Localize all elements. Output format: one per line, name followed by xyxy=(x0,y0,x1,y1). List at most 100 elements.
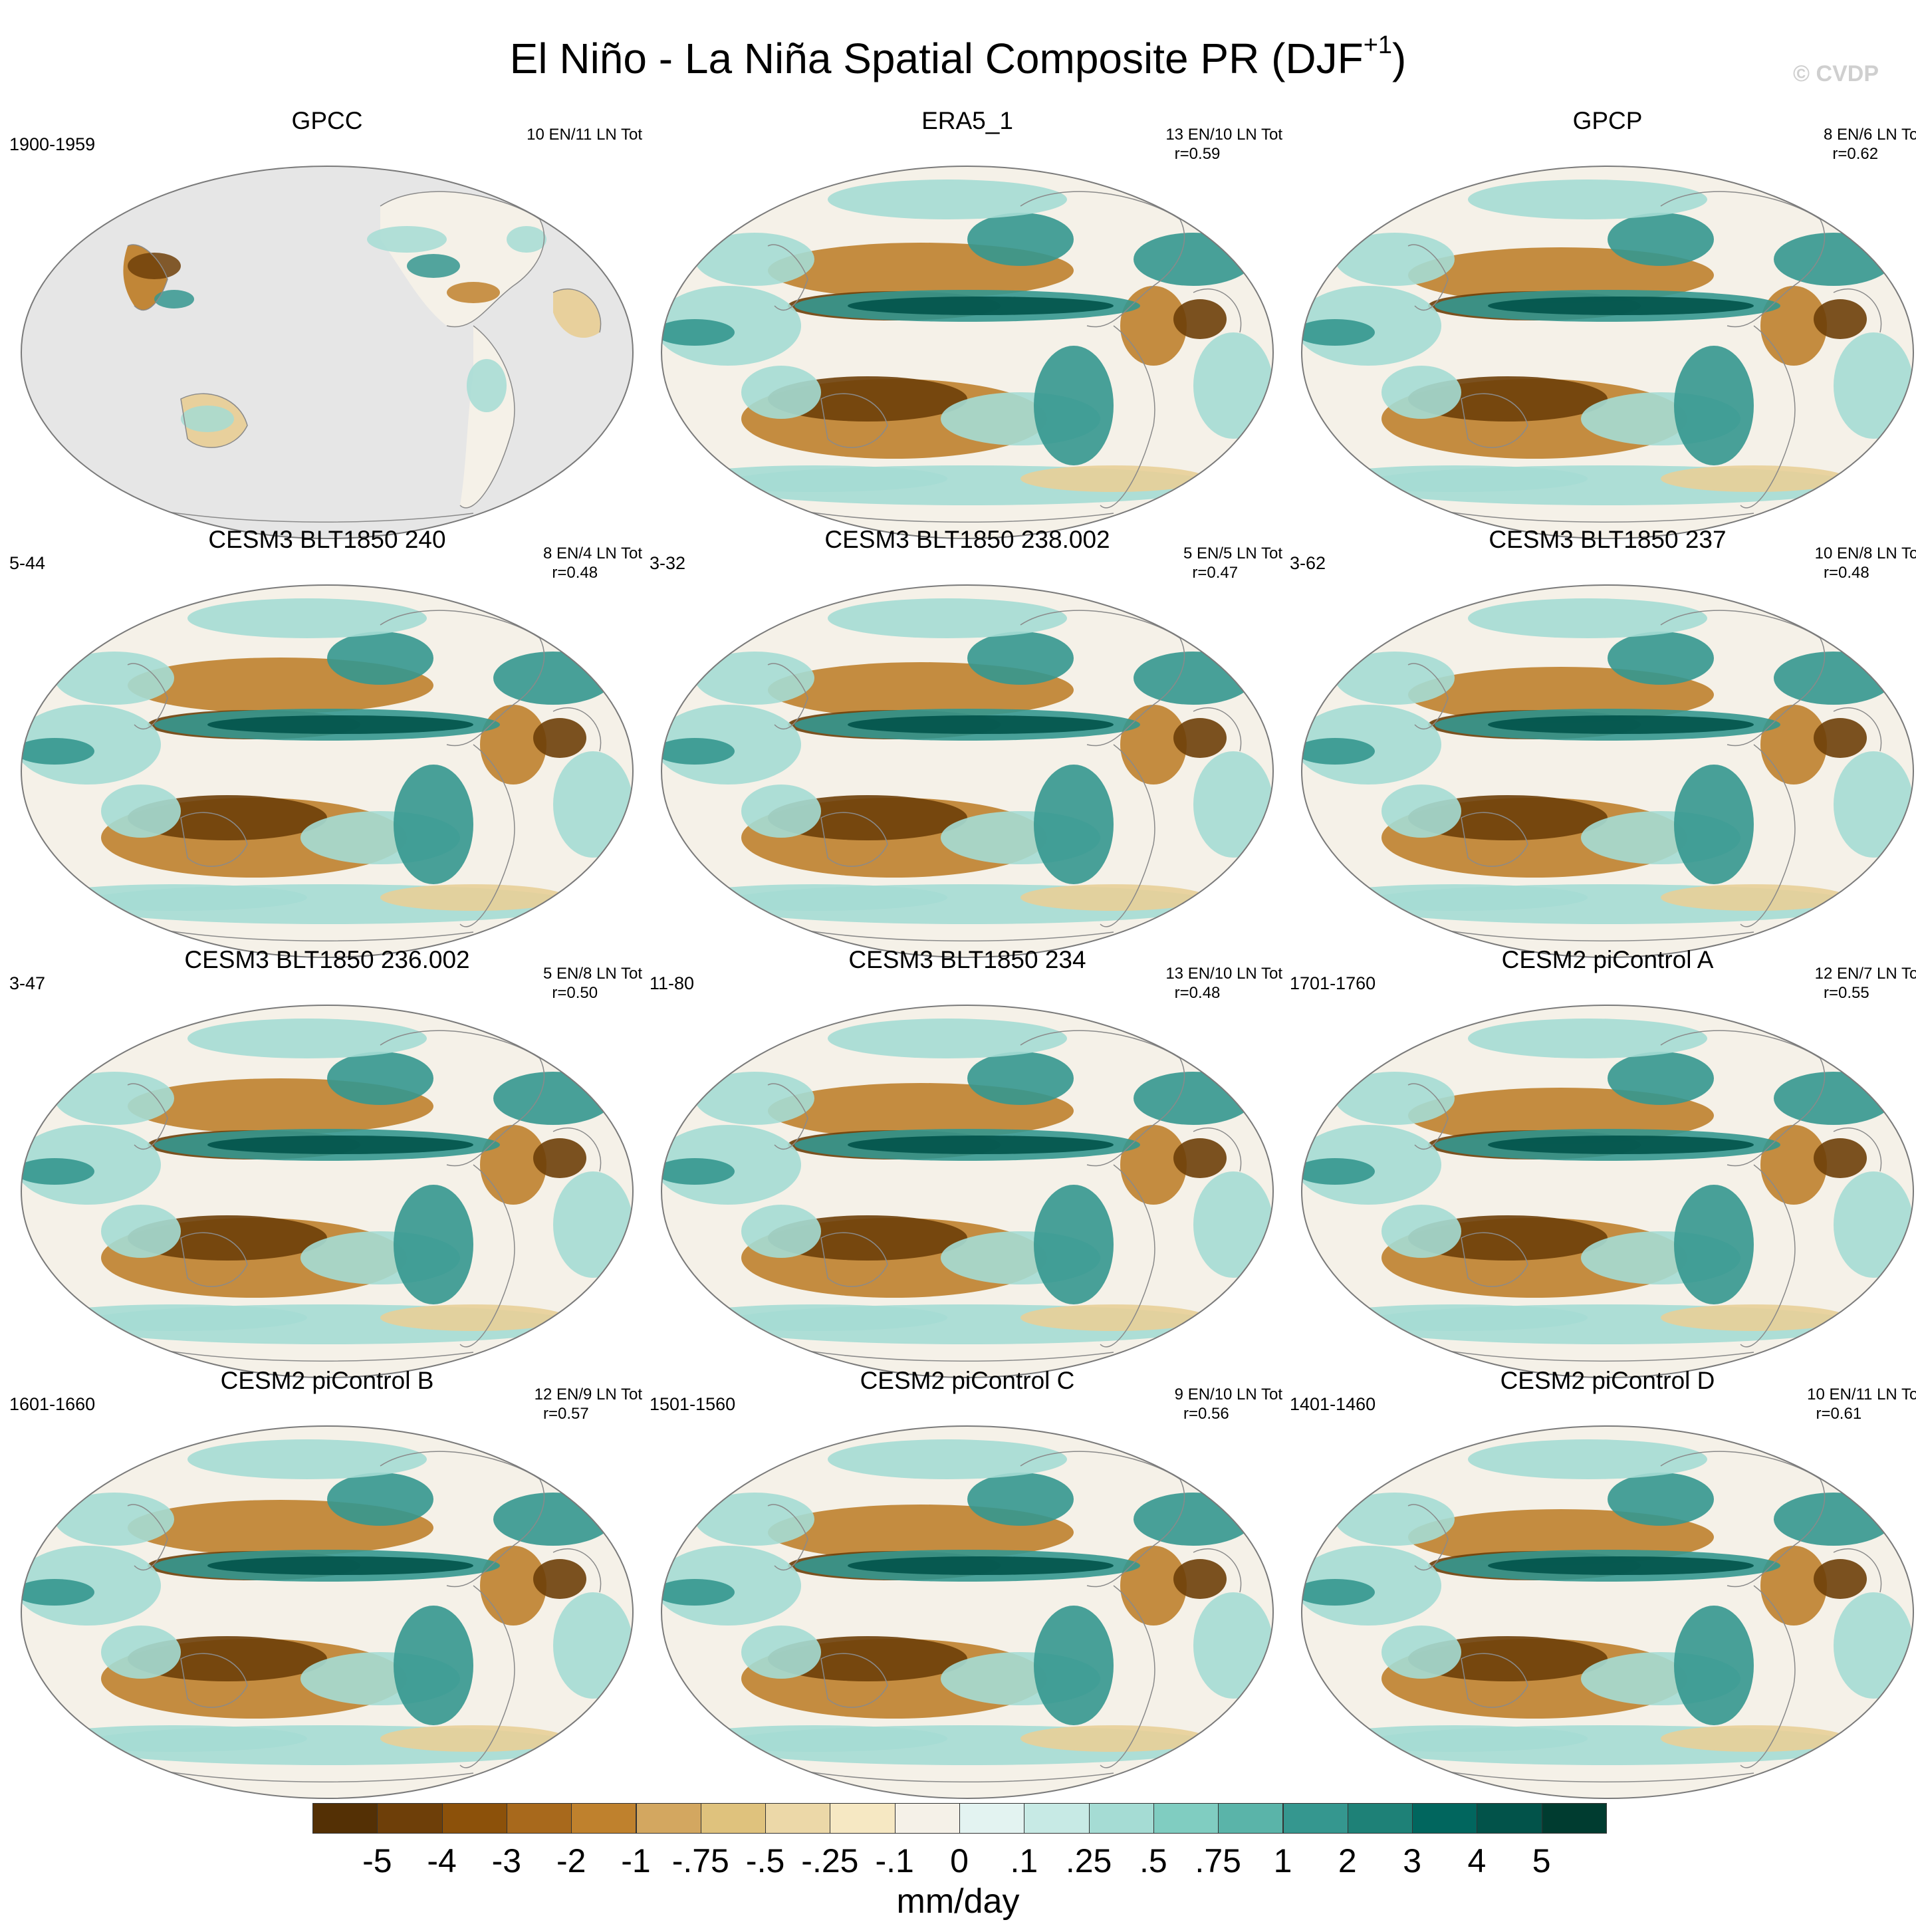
anomaly-patch xyxy=(1034,346,1114,465)
anomaly-patch xyxy=(1335,233,1455,286)
anomaly-patch xyxy=(1814,718,1867,758)
anomaly-patch xyxy=(1173,1138,1227,1178)
anomaly-patch xyxy=(394,765,473,884)
panel-period: 11-80 xyxy=(650,973,695,993)
anomaly-patch xyxy=(1381,1205,1461,1258)
anomaly-patch xyxy=(681,465,947,492)
anomaly-patch xyxy=(1381,366,1461,419)
anomaly-patch xyxy=(380,1725,566,1752)
anomaly-patch xyxy=(101,785,181,838)
anomaly-patch xyxy=(828,598,1067,638)
anomaly-patch xyxy=(207,1556,473,1575)
coastline xyxy=(820,812,888,867)
anomaly-patch xyxy=(1661,465,1847,492)
anomaly-patch xyxy=(1335,652,1455,705)
anomaly-patch xyxy=(1193,751,1273,858)
anomaly-patch xyxy=(1468,180,1707,219)
panel-stats: 5 EN/5 LN Tot r=0.47 xyxy=(1183,544,1282,582)
land-region xyxy=(380,191,544,327)
coastline xyxy=(180,393,248,448)
panel-period: 3-62 xyxy=(1290,553,1326,573)
anomaly-patch xyxy=(1193,1592,1273,1699)
anomaly-patch xyxy=(661,738,735,765)
coastline xyxy=(807,930,1114,941)
coastline xyxy=(1407,244,1449,311)
coastline xyxy=(1447,1771,1754,1782)
anomaly-patch xyxy=(55,1493,174,1546)
anomaly-patch xyxy=(695,1072,814,1125)
anomaly-patch xyxy=(695,652,814,705)
map-field xyxy=(1302,1005,1913,1378)
anomaly-patch xyxy=(967,1473,1074,1526)
anomaly-patch xyxy=(1674,346,1754,465)
anomaly-patch xyxy=(1020,465,1207,492)
anomaly-patch xyxy=(1608,632,1714,685)
anomaly-patch xyxy=(741,785,821,838)
coastline xyxy=(380,610,545,747)
map-field xyxy=(21,166,633,539)
coastline xyxy=(167,1771,474,1782)
anomaly-patch xyxy=(848,715,1114,734)
coastline xyxy=(807,1350,1114,1362)
coastline xyxy=(127,663,168,730)
land-region xyxy=(553,289,601,338)
anomaly-patch xyxy=(1774,1072,1893,1125)
anomaly-patch xyxy=(21,738,94,765)
coastline xyxy=(459,1164,515,1348)
coastline xyxy=(767,1504,808,1571)
map-figure xyxy=(1301,584,1914,958)
anomaly-patch xyxy=(1674,1185,1754,1304)
anomaly-patch xyxy=(101,1626,181,1679)
coastline xyxy=(180,812,248,867)
map-field xyxy=(21,1426,633,1798)
map-outline xyxy=(1301,1005,1914,1378)
anomaly-patch xyxy=(533,1559,586,1599)
anomaly-patch xyxy=(1834,1592,1913,1699)
map-outline xyxy=(661,1005,1274,1378)
anomaly-patch xyxy=(1302,738,1375,765)
coastline xyxy=(459,325,515,509)
coastline xyxy=(820,393,888,448)
coastline xyxy=(380,1030,545,1167)
anomaly-patch xyxy=(1322,1304,1588,1331)
panel-title: CESM2 piControl D xyxy=(1500,1367,1715,1394)
colorbar-cell xyxy=(765,1803,831,1834)
map-panel: CESM3 BLT1850 238.002 3-32 5 EN/5 LN Tot r… xyxy=(648,525,1286,958)
anomaly-patch xyxy=(1774,1493,1893,1546)
coastline xyxy=(167,511,474,523)
panel-title: GPCC xyxy=(291,107,363,134)
anomaly-patch xyxy=(741,1205,821,1258)
anomaly-patch xyxy=(367,226,447,253)
colorbar-cell xyxy=(312,1803,378,1834)
coastline xyxy=(767,663,808,730)
colorbar-tick: 5 xyxy=(1532,1842,1551,1879)
coastline xyxy=(1407,1083,1449,1150)
anomaly-patch xyxy=(187,1439,427,1479)
coastline xyxy=(1020,1030,1185,1167)
coastline xyxy=(552,1548,602,1593)
map-figure xyxy=(1301,1005,1914,1378)
map-panel: CESM2 piControl D 1401-1460 10 EN/11 LN To… xyxy=(1288,1366,1916,1799)
anomaly-patch xyxy=(967,1052,1074,1105)
colorbar-tick: 0 xyxy=(950,1842,969,1879)
anomaly-patch xyxy=(327,1052,433,1105)
colorbar-tick: 4 xyxy=(1467,1842,1487,1879)
anomaly-patch xyxy=(447,282,500,303)
anomaly-patch xyxy=(380,884,566,911)
coastline xyxy=(1461,393,1528,448)
coastline xyxy=(820,1653,888,1708)
panel-period: 1701-1760 xyxy=(1290,973,1376,993)
coastline xyxy=(767,1083,808,1150)
map-figure xyxy=(1301,1425,1914,1799)
coastline xyxy=(1020,610,1185,747)
colorbar-tick: 2 xyxy=(1338,1842,1357,1879)
panel-title: CESM2 piControl B xyxy=(220,1367,434,1394)
anomaly-patch xyxy=(1302,319,1375,346)
anomaly-patch xyxy=(55,1072,174,1125)
anomaly-patch xyxy=(1814,299,1867,339)
anomaly-patch xyxy=(681,884,947,911)
panel-title: CESM3 BLT1850 237 xyxy=(1489,526,1727,553)
coastline xyxy=(1660,1451,1826,1588)
anomaly-patch xyxy=(553,1592,633,1699)
anomaly-patch xyxy=(967,632,1074,685)
